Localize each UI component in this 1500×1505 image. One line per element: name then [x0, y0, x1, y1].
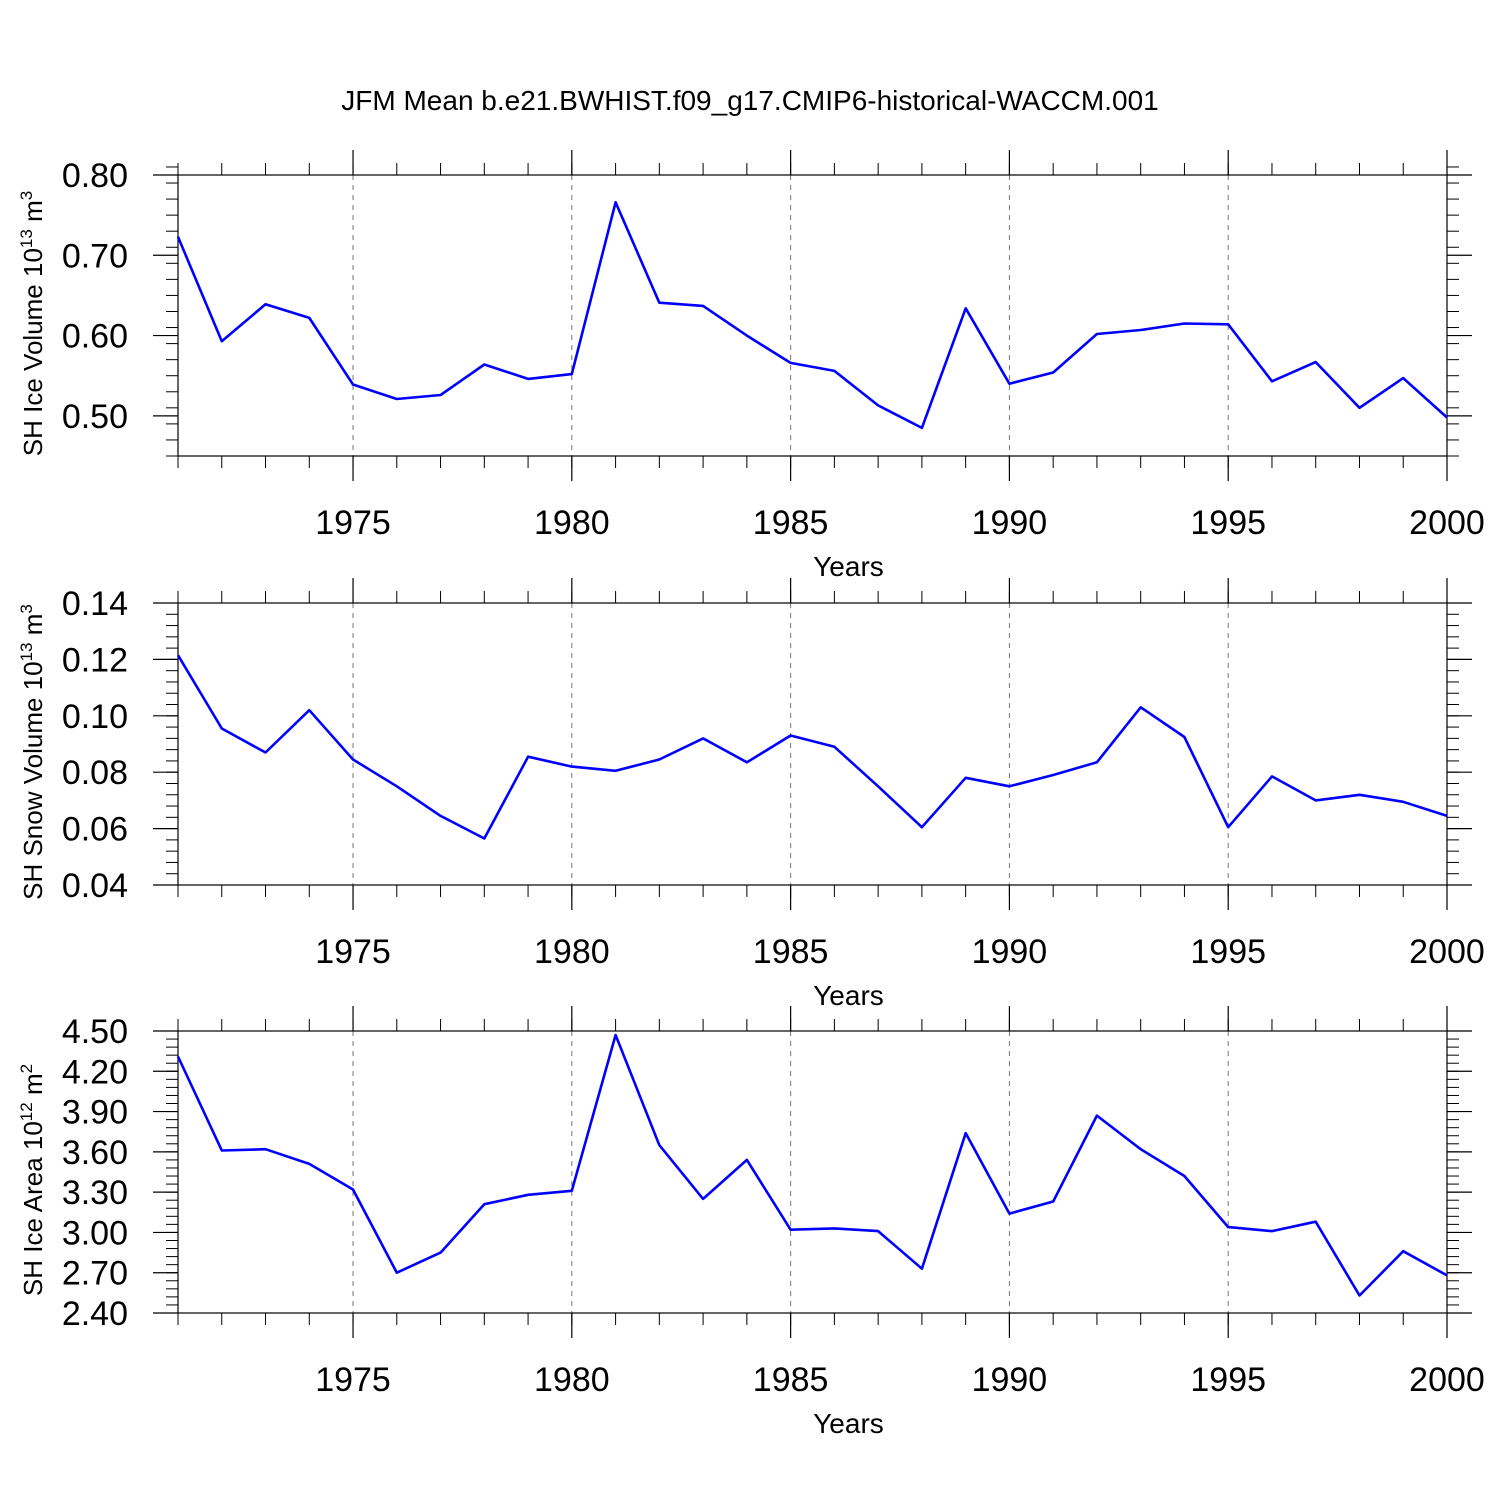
chart-panel-3: 1975 1980 1985 1990 1995 2000 2.402.703.003.30… [17, 1006, 1485, 1439]
x-tick-label: 1985 [753, 933, 829, 971]
y-tick-label: 4.50 [62, 1013, 128, 1051]
x-tick-label: 2000 [1409, 933, 1485, 971]
x-tick-label: 1980 [534, 1361, 610, 1399]
y-axis-title: SH Snow Volume 1013 m3 [17, 604, 48, 900]
y-tick-label: 0.04 [62, 867, 128, 905]
x-tick-label: 1975 [315, 504, 391, 542]
y-axis-title: SH Ice Area 1012 m2 [17, 1064, 48, 1296]
chart-panel-2: 1975 1980 1985 1990 1995 2000 0.04 0.06 0.08 0.10… [17, 578, 1485, 1011]
y-tick-label: 2.40 [62, 1295, 128, 1333]
y-tick-label: 3.60 [62, 1134, 128, 1172]
series-line [178, 655, 1447, 838]
y-axis-title-part: 13 [17, 229, 36, 248]
y-tick-label: 0.70 [62, 237, 128, 275]
x-tick-label: 1990 [972, 933, 1048, 971]
series-line [178, 1035, 1447, 1296]
x-tick-label: 1985 [753, 1361, 829, 1399]
y-tick-label: 3.00 [62, 1214, 128, 1252]
x-tick-label: 1995 [1190, 933, 1266, 971]
x-axis-title: Years [813, 980, 884, 1011]
y-tick-label: 4.20 [62, 1053, 128, 1091]
y-tick-label: 0.08 [62, 754, 128, 792]
y-tick-label: 3.30 [62, 1174, 128, 1212]
y-axis-title-part: 12 [17, 1102, 36, 1121]
y-axis-title-part: SH Ice Volume 10 [18, 248, 48, 456]
y-axis-title-part: 3 [17, 191, 36, 200]
x-tick-label: 1995 [1190, 1361, 1266, 1399]
x-tick-label: 2000 [1409, 504, 1485, 542]
y-axis-title-part: m [18, 1073, 48, 1102]
y-tick-label: 3.90 [62, 1094, 128, 1132]
x-tick-label: 1980 [534, 933, 610, 971]
x-tick-label: 1975 [315, 933, 391, 971]
x-tick-label: 1985 [753, 504, 829, 542]
y-axis-title-part: m [18, 200, 48, 229]
plot-frame [178, 175, 1447, 456]
y-tick-label: 2.70 [62, 1255, 128, 1293]
y-axis-title-part: 3 [17, 604, 36, 613]
series-line [178, 202, 1447, 428]
x-tick-label: 1990 [972, 1361, 1048, 1399]
y-tick-label: 0.60 [62, 318, 128, 356]
y-tick-label: 0.10 [62, 698, 128, 736]
y-axis-title-part: 13 [17, 642, 36, 661]
x-tick-label: 1975 [315, 1361, 391, 1399]
y-tick-label: 0.06 [62, 811, 128, 849]
y-tick-label: 0.50 [62, 398, 128, 436]
y-tick-label: 0.80 [62, 157, 128, 195]
x-axis-title: Years [813, 551, 884, 582]
y-axis-title: SH Ice Volume 1013 m3 [17, 191, 48, 456]
x-tick-label: 1980 [534, 504, 610, 542]
chart-panel-1: 1975 1980 1985 1990 1995 2000 0.50 0.60 0.70 0.80… [17, 150, 1485, 582]
plot-frame [178, 1031, 1447, 1313]
figure-title: JFM Mean b.e21.BWHIST.f09_g17.CMIP6-hist… [341, 85, 1158, 116]
y-axis-title-part: SH Snow Volume 10 [18, 661, 48, 899]
x-tick-label: 1990 [972, 504, 1048, 542]
plot-frame [178, 603, 1447, 885]
x-tick-label: 1995 [1190, 504, 1266, 542]
y-tick-label: 0.12 [62, 641, 128, 679]
y-axis-title-part: m [18, 614, 48, 643]
x-axis-title: Years [813, 1408, 884, 1439]
y-axis-title-part: 2 [17, 1064, 36, 1073]
x-tick-label: 2000 [1409, 1361, 1485, 1399]
y-axis-title-part: SH Ice Area 10 [18, 1121, 48, 1296]
y-tick-label: 0.14 [62, 585, 128, 623]
